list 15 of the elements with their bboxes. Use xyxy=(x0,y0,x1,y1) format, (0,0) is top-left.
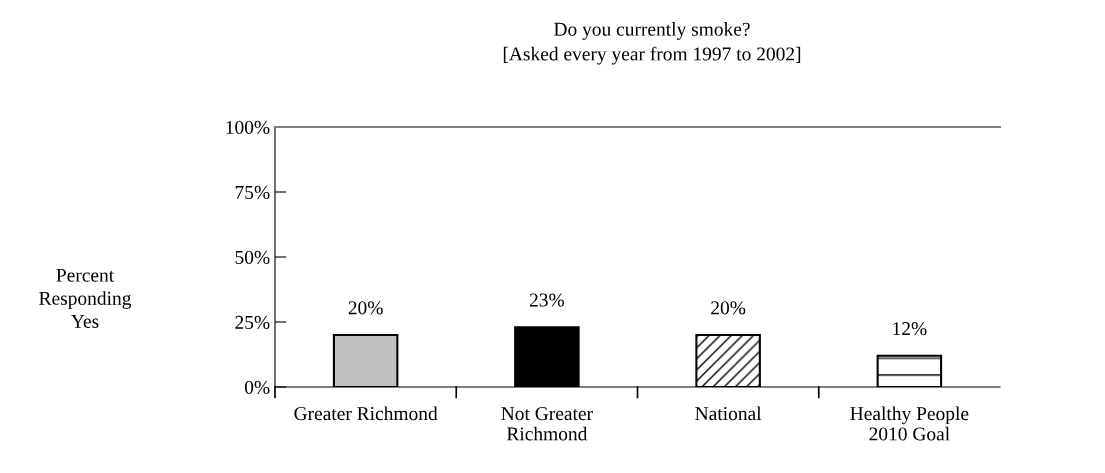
chart-title: Do you currently smoke? [Asked every year from 1997 to 2002] xyxy=(503,22,801,65)
x-tick-label: Greater Richmond xyxy=(294,406,438,421)
y-tick-label: 50% xyxy=(235,250,270,264)
y-tick-label: 0% xyxy=(244,380,270,394)
x-tick-label: Healthy People 2010 Goal xyxy=(850,406,969,441)
data-label: 20% xyxy=(348,301,383,315)
x-tick-label: Not Greater Richmond xyxy=(501,407,593,441)
data-label: 12% xyxy=(893,322,927,336)
y-tick-label: 100% xyxy=(226,120,270,134)
data-label: 20% xyxy=(711,301,746,315)
y-tick-label: 25% xyxy=(235,315,270,329)
y-axis-title: Percent Responding Yes xyxy=(39,268,132,328)
data-label: 23% xyxy=(529,293,565,307)
y-tick-label: 75% xyxy=(235,185,270,199)
x-tick-label: National xyxy=(695,406,762,421)
